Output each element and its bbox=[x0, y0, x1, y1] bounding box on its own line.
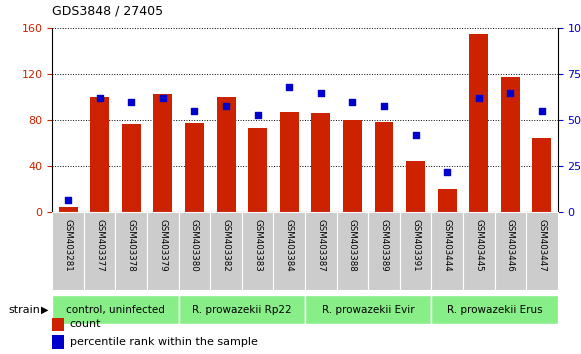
Text: GSM403444: GSM403444 bbox=[443, 219, 451, 272]
Text: GDS3848 / 27405: GDS3848 / 27405 bbox=[52, 5, 163, 18]
Point bbox=[443, 169, 452, 175]
Bar bbox=[59, 207, 78, 212]
Point bbox=[348, 99, 357, 105]
Text: GSM403378: GSM403378 bbox=[127, 219, 136, 272]
Bar bbox=[368, 212, 400, 290]
Bar bbox=[431, 295, 558, 324]
Bar bbox=[305, 295, 431, 324]
Text: GSM403388: GSM403388 bbox=[348, 219, 357, 272]
Bar bbox=[185, 123, 204, 212]
Point bbox=[63, 197, 73, 202]
Bar bbox=[122, 124, 141, 212]
Bar bbox=[463, 212, 494, 290]
Bar bbox=[179, 295, 305, 324]
Bar bbox=[179, 212, 210, 290]
Text: GSM403445: GSM403445 bbox=[474, 219, 483, 272]
Text: GSM403446: GSM403446 bbox=[506, 219, 515, 272]
Text: GSM403383: GSM403383 bbox=[253, 219, 262, 272]
Text: R. prowazekii Evir: R. prowazekii Evir bbox=[322, 305, 414, 315]
Bar bbox=[343, 120, 362, 212]
Point bbox=[474, 96, 483, 101]
Bar bbox=[52, 318, 64, 331]
Bar bbox=[437, 189, 457, 212]
Bar bbox=[210, 212, 242, 290]
Text: GSM403447: GSM403447 bbox=[537, 219, 547, 272]
Point bbox=[253, 112, 262, 118]
Bar bbox=[526, 212, 558, 290]
Bar bbox=[248, 129, 267, 212]
Text: GSM403391: GSM403391 bbox=[411, 219, 420, 271]
Point bbox=[316, 90, 325, 96]
Bar bbox=[242, 212, 274, 290]
Bar bbox=[279, 112, 299, 212]
Bar bbox=[274, 212, 305, 290]
Bar bbox=[400, 212, 431, 290]
Point bbox=[411, 132, 420, 138]
Bar bbox=[406, 161, 425, 212]
Text: R. prowazekii Erus: R. prowazekii Erus bbox=[447, 305, 543, 315]
Point bbox=[379, 103, 389, 108]
Text: GSM403377: GSM403377 bbox=[95, 219, 104, 272]
Text: control, uninfected: control, uninfected bbox=[66, 305, 165, 315]
Text: GSM403281: GSM403281 bbox=[63, 219, 73, 272]
Text: count: count bbox=[70, 319, 101, 329]
Text: ▶: ▶ bbox=[41, 305, 48, 315]
Point bbox=[221, 103, 231, 108]
Bar bbox=[90, 97, 109, 212]
Point bbox=[537, 108, 547, 114]
Bar bbox=[532, 138, 551, 212]
Bar bbox=[116, 212, 147, 290]
Text: R. prowazekii Rp22: R. prowazekii Rp22 bbox=[192, 305, 292, 315]
Bar bbox=[336, 212, 368, 290]
Bar bbox=[52, 335, 64, 349]
Bar bbox=[217, 97, 235, 212]
Point bbox=[190, 108, 199, 114]
Point bbox=[158, 96, 167, 101]
Text: GSM403380: GSM403380 bbox=[190, 219, 199, 272]
Bar bbox=[431, 212, 463, 290]
Bar bbox=[501, 77, 520, 212]
Text: strain: strain bbox=[9, 305, 41, 315]
Text: GSM403389: GSM403389 bbox=[379, 219, 389, 271]
Text: GSM403387: GSM403387 bbox=[316, 219, 325, 272]
Point bbox=[95, 96, 105, 101]
Text: GSM403384: GSM403384 bbox=[285, 219, 294, 272]
Bar bbox=[494, 212, 526, 290]
Bar bbox=[153, 94, 173, 212]
Text: GSM403379: GSM403379 bbox=[159, 219, 167, 271]
Bar bbox=[84, 212, 116, 290]
Point bbox=[285, 84, 294, 90]
Point bbox=[505, 90, 515, 96]
Bar bbox=[52, 295, 179, 324]
Text: percentile rank within the sample: percentile rank within the sample bbox=[70, 337, 257, 347]
Bar bbox=[52, 212, 84, 290]
Point bbox=[127, 99, 136, 105]
Text: GSM403382: GSM403382 bbox=[221, 219, 231, 272]
Bar bbox=[311, 114, 330, 212]
Bar bbox=[375, 121, 393, 212]
Bar bbox=[469, 34, 488, 212]
Bar bbox=[305, 212, 336, 290]
Bar bbox=[147, 212, 179, 290]
